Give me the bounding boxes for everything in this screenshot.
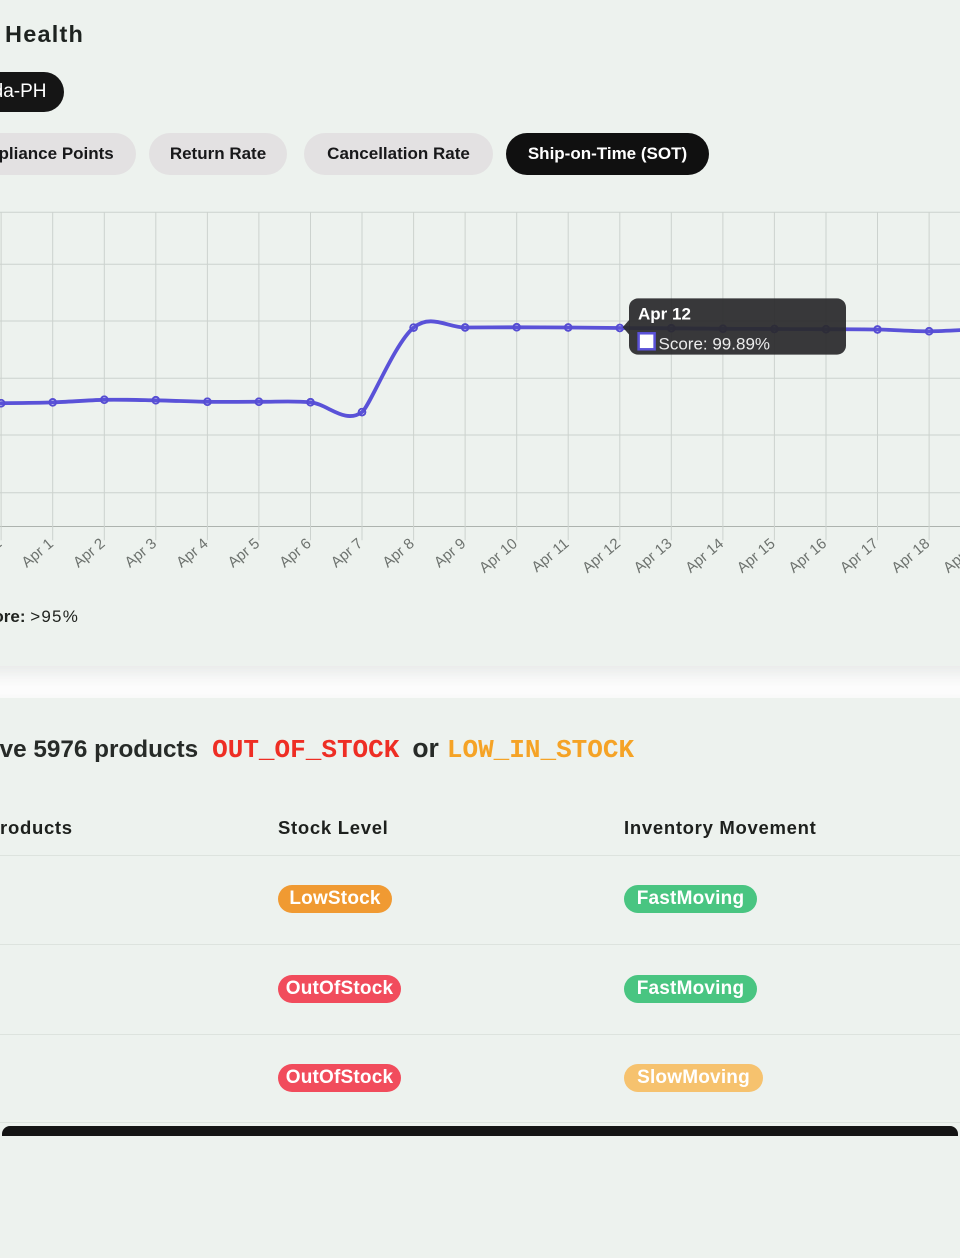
svg-text:Apr 16: Apr 16: [785, 535, 830, 576]
svg-text:Apr 9: Apr 9: [431, 535, 469, 571]
svg-text:Apr 7: Apr 7: [328, 535, 366, 571]
svg-text:Apr 5: Apr 5: [225, 535, 263, 571]
svg-text:Mar 31: Mar 31: [0, 535, 5, 578]
svg-text:Apr 12: Apr 12: [579, 535, 624, 576]
svg-text:Apr 13: Apr 13: [631, 535, 676, 576]
svg-text:Score: 99.89%: Score: 99.89%: [659, 334, 771, 353]
svg-text:Apr 3: Apr 3: [122, 535, 160, 571]
svg-text:Apr 2: Apr 2: [70, 535, 108, 571]
svg-text:Apr 19: Apr 19: [940, 535, 960, 576]
svg-text:Apr 18: Apr 18: [888, 535, 933, 576]
svg-text:Apr 11: Apr 11: [528, 535, 572, 576]
svg-text:Apr 6: Apr 6: [276, 535, 314, 571]
svg-text:Apr 14: Apr 14: [682, 535, 727, 576]
svg-text:Apr 17: Apr 17: [837, 535, 882, 576]
svg-text:Apr 8: Apr 8: [379, 535, 417, 571]
svg-text:Apr 15: Apr 15: [734, 535, 779, 576]
svg-text:Apr 1: Apr 1: [18, 535, 56, 571]
svg-text:Apr 4: Apr 4: [173, 535, 211, 571]
svg-text:Apr 12: Apr 12: [638, 304, 691, 323]
svg-text:Apr 10: Apr 10: [476, 535, 521, 576]
